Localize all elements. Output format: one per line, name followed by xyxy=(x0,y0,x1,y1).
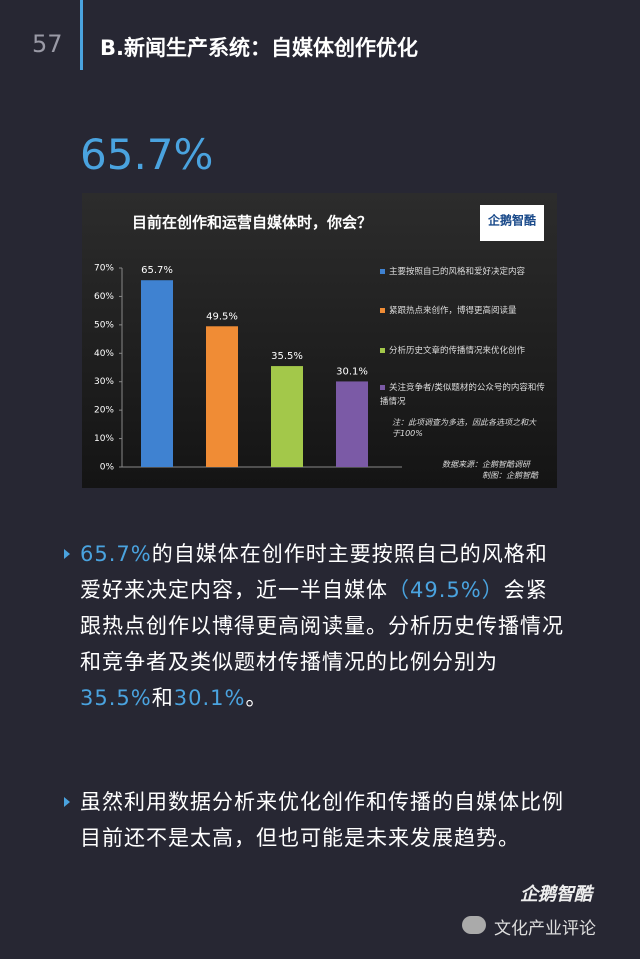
legend-swatch xyxy=(380,269,385,274)
legend-swatch xyxy=(380,385,385,390)
watermark: 文化产业评论 xyxy=(494,919,596,939)
value-label: 65.7% xyxy=(141,265,173,276)
text-segment: 35.5% xyxy=(80,686,152,710)
wechat-icon xyxy=(462,916,486,934)
chart-title: 目前在创作和运营自媒体时，你会？ xyxy=(132,214,372,232)
value-label: 35.5% xyxy=(271,351,303,362)
footer-logo: 企鹅智酷 xyxy=(520,884,592,905)
chart-credit: 制图：企鹅智酷 xyxy=(482,471,538,480)
legend-swatch xyxy=(380,348,385,353)
y-tick-label: 10% xyxy=(94,434,114,444)
chart-note: 注：此项调查为多选，因此各选项之和大于100% xyxy=(392,418,536,438)
text-segment: 。 xyxy=(245,686,268,710)
text-segment: 会紧跟热点创作以博得更高阅读量。分析历史传播情况和竞争者及类似题材传播情况的比例… xyxy=(80,578,564,674)
chart-logo: 企鹅智酷 xyxy=(487,213,536,228)
bar xyxy=(336,381,368,467)
value-label: 49.5% xyxy=(206,311,238,322)
y-tick-label: 30% xyxy=(94,377,114,387)
legend-label: 关注竞争者/类似题材的公众号的内容和传播情况 xyxy=(380,383,545,407)
legend-swatch xyxy=(380,308,385,313)
logo-box xyxy=(480,205,544,241)
text-segment: 30.1% xyxy=(173,686,246,710)
legend-item: 主要按照自己的风格和爱好决定内容 xyxy=(380,265,550,279)
y-tick-label: 0% xyxy=(100,463,115,473)
y-tick-label: 70% xyxy=(94,264,114,274)
text-segment: 65.7% xyxy=(80,542,152,566)
legend-item: 关注竞争者/类似题材的公众号的内容和传播情况 xyxy=(380,381,550,409)
y-tick-label: 50% xyxy=(94,320,114,330)
y-tick-label: 20% xyxy=(94,406,114,416)
legend-label: 分析历史文章的传播情况来优化创作 xyxy=(389,346,526,356)
page-number: 57 xyxy=(32,30,63,58)
headline: 65.7% xyxy=(80,130,214,179)
value-label: 30.1% xyxy=(336,366,368,377)
bar xyxy=(141,280,173,467)
paragraph: 65.7%的自媒体在创作时主要按照自己的风格和爱好来决定内容，近一半自媒体（49… xyxy=(80,536,566,716)
header: B.新闻生产系统：自媒体创作优化 xyxy=(100,36,418,60)
bullet xyxy=(64,797,70,807)
legend-item: 分析历史文章的传播情况来优化创作 xyxy=(380,344,550,358)
legend-item: 紧跟热点来创作，博得更高阅读量 xyxy=(380,304,550,318)
text-segment: 虽然利用数据分析来优化创作和传播的自媒体比例目前还不是太高，但也可能是未来发展趋… xyxy=(80,790,564,850)
text-segment: 的自媒体在创作时主要按照自己的风格和爱好来决定内容，近一半自媒体 xyxy=(80,542,548,602)
chart-svg: 目前在创作和运营自媒体时，你会？ 企鹅智酷 0% 10% 20% 30% 40% 50% 60%… xyxy=(94,205,544,473)
bullet xyxy=(64,549,70,559)
bar xyxy=(271,366,303,467)
legend-label: 主要按照自己的风格和爱好决定内容 xyxy=(389,267,526,277)
text-segment: （49.5%） xyxy=(388,578,504,602)
y-tick-label: 40% xyxy=(94,349,114,359)
divider xyxy=(80,0,83,70)
y-tick-label: 60% xyxy=(94,292,114,302)
chart-source: 数据来源：企鹅智酷调研 xyxy=(442,460,530,469)
bar xyxy=(206,326,238,467)
text-segment: 和 xyxy=(151,686,174,710)
paragraph: 虽然利用数据分析来优化创作和传播的自媒体比例目前还不是太高，但也可能是未来发展趋… xyxy=(80,784,566,856)
legend-label: 紧跟热点来创作，博得更高阅读量 xyxy=(389,306,517,316)
chart: 目前在创作和运营自媒体时，你会？ 企鹅智酷 0% 10% 20% 30% 40% 50% 60%… xyxy=(82,193,557,488)
